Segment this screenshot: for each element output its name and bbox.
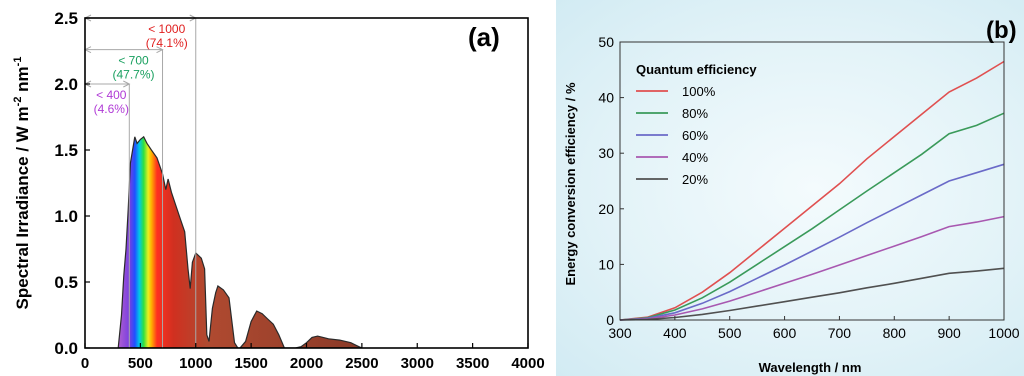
x-tick-label-a: 2500 bbox=[345, 355, 378, 372]
y-tick-label-b: 0 bbox=[606, 312, 614, 328]
legend-title: Quantum efficiency bbox=[636, 62, 757, 77]
ylabel-a-sup2: -1 bbox=[12, 57, 24, 67]
y-tick-label-a: 2.5 bbox=[54, 9, 78, 28]
x-tick-label-b: 1000 bbox=[988, 325, 1019, 341]
x-tick-label-a: 500 bbox=[128, 355, 153, 372]
y-tick-label-b: 20 bbox=[598, 201, 614, 217]
bracket-group: < 400(4.6%) < 700(47.7%) < 1000(74.1%) bbox=[83, 14, 197, 348]
y-tick-label-b: 40 bbox=[598, 90, 614, 106]
spectrum-area-group bbox=[117, 135, 363, 348]
x-tick-label-a: 2000 bbox=[290, 355, 323, 372]
x-tick-label-b: 900 bbox=[937, 325, 961, 341]
x-axis-label-b: Wavelength / nm bbox=[759, 360, 862, 375]
y-axis-label-a: Spectral Irradiance / W m-2 nm-1 bbox=[12, 57, 32, 310]
y-tick-label-a: 0.0 bbox=[54, 339, 78, 358]
ylabel-a-sup1: -2 bbox=[12, 97, 24, 107]
legend-entry: 40% bbox=[682, 150, 708, 165]
y-tick-label-a: 0.5 bbox=[54, 273, 78, 292]
series-line bbox=[619, 215, 1005, 321]
y-tick-label-b: 10 bbox=[598, 256, 614, 272]
y-tick-label-b: 30 bbox=[598, 145, 614, 161]
bracket-percent: (4.6%) bbox=[94, 102, 129, 116]
axes-b: 300 400 500 600 700 800 900 1000 0 10 20 30 40 50 bbox=[598, 34, 1019, 341]
bracket-label: < 400 bbox=[96, 88, 127, 102]
axes-a: 0 500 1000 1500 2000 2500 3000 3500 4000 0.0 0.5 1.… bbox=[54, 9, 544, 372]
bracket-arrow-right bbox=[156, 46, 164, 54]
bracket-percent: (47.7%) bbox=[113, 68, 155, 82]
x-tick-label-a: 4000 bbox=[511, 355, 544, 372]
x-tick-label-b: 500 bbox=[718, 325, 742, 341]
legend-entry: 60% bbox=[682, 128, 708, 143]
legend-entry: 20% bbox=[682, 172, 708, 187]
panel-b-label: (b) bbox=[986, 17, 1017, 44]
x-tick-label-a: 0 bbox=[81, 355, 89, 372]
y-axis-label-b: Energy conversion efficiency / % bbox=[563, 82, 578, 285]
panel-b-chart: 300 400 500 600 700 800 900 1000 0 10 20 30 40 50 Qua… bbox=[563, 17, 1020, 375]
legend-entry: 100% bbox=[682, 84, 716, 99]
x-tick-label-b: 700 bbox=[828, 325, 852, 341]
bracket-arrow-right bbox=[123, 80, 131, 88]
panel-b-background: 300 400 500 600 700 800 900 1000 0 10 20 30 40 50 Qua… bbox=[556, 0, 1024, 376]
x-tick-label-b: 600 bbox=[773, 325, 797, 341]
y-tick-label-a: 1.0 bbox=[54, 207, 78, 226]
x-tick-label-b: 400 bbox=[663, 325, 687, 341]
x-tick-label-a: 1500 bbox=[234, 355, 267, 372]
x-tick-label-a: 3000 bbox=[401, 355, 434, 372]
y-tick-label-b: 50 bbox=[598, 34, 614, 50]
bracket-label: < 1000 bbox=[148, 22, 185, 36]
series-line bbox=[619, 267, 1005, 321]
plot-frame-b bbox=[619, 41, 1005, 321]
x-tick-label-b: 300 bbox=[608, 325, 632, 341]
series-lines-group bbox=[619, 60, 1005, 321]
ylabel-a-mid: nm bbox=[13, 66, 32, 96]
x-tick-label-a: 3500 bbox=[456, 355, 489, 372]
y-tick-label-a: 1.5 bbox=[54, 141, 78, 160]
x-tick-label-a: 1000 bbox=[179, 355, 212, 372]
series-line bbox=[619, 163, 1005, 321]
x-tick-label-b: 800 bbox=[883, 325, 907, 341]
legend-b: Quantum efficiency 100% 80% 60% 40% 20% bbox=[636, 62, 757, 187]
bracket-percent: (74.1%) bbox=[146, 36, 188, 50]
ylabel-a-main: Spectral Irradiance / W m bbox=[13, 106, 32, 309]
spectrum-area bbox=[117, 135, 363, 348]
panel-a-chart: < 400(4.6%) < 700(47.7%) < 1000(74.1%) 0 50… bbox=[12, 9, 545, 372]
bracket-label: < 700 bbox=[118, 54, 149, 68]
legend-entry: 80% bbox=[682, 106, 708, 121]
series-line bbox=[619, 112, 1005, 321]
y-tick-label-a: 2.0 bbox=[54, 75, 78, 94]
panel-a-label: (a) bbox=[468, 22, 500, 52]
series-line bbox=[619, 60, 1005, 321]
